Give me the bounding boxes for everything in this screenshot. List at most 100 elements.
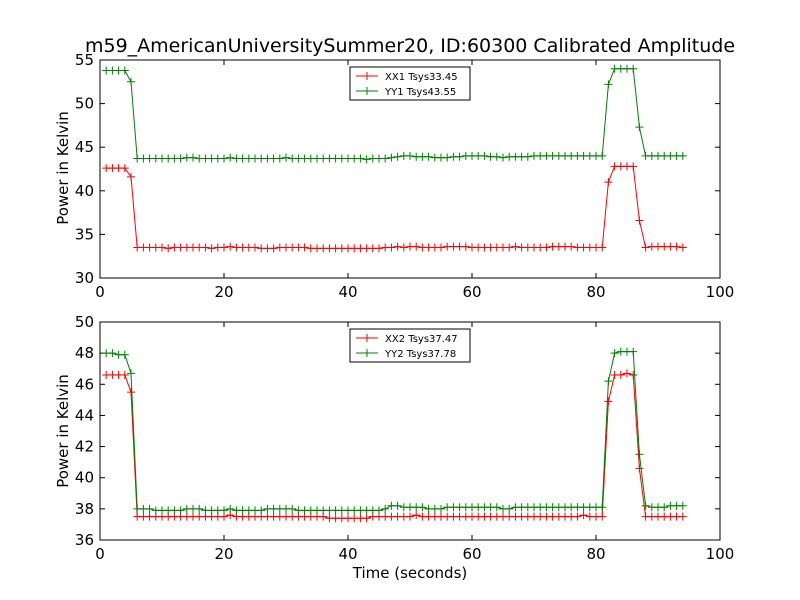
legend-swatch-marker [363, 349, 371, 357]
data-point [195, 504, 204, 513]
data-point [635, 216, 644, 225]
top-x-tick-label: 100 [706, 283, 735, 301]
chart-title: m59_AmericanUniversitySummer20, ID:60300… [85, 35, 735, 57]
top-axes-frame [99, 59, 721, 279]
data-point [635, 464, 644, 473]
top-series-yy1 [102, 64, 687, 164]
data-point [120, 370, 129, 379]
legend-entry-label: XX2 Tsys37.47 [385, 334, 458, 345]
data-point [387, 243, 396, 252]
bottom-y-tick-label: 44 [75, 406, 94, 424]
data-point [226, 504, 235, 513]
data-point [499, 153, 507, 162]
data-point [635, 123, 644, 132]
data-point [598, 151, 607, 160]
data-point [598, 243, 607, 252]
bottom-x-tick-label: 60 [462, 545, 481, 563]
data-point [437, 243, 445, 252]
data-point [189, 153, 197, 162]
data-point [629, 162, 638, 171]
data-point [629, 370, 638, 379]
top-y-axis-label: Power in Kelvin [54, 111, 72, 225]
data-point [300, 243, 309, 252]
data-point [220, 506, 228, 515]
legend-swatch-marker [363, 87, 371, 95]
data-point [604, 80, 613, 89]
data-point [424, 152, 433, 161]
data-point [164, 244, 173, 253]
data-point [201, 243, 210, 252]
data-point [176, 154, 185, 163]
bottom-axes-frame [99, 321, 721, 541]
top-y-tick-label: 40 [75, 182, 94, 200]
data-point [220, 243, 228, 252]
legend-box [349, 66, 471, 101]
top-x-tick-label: 60 [462, 283, 481, 301]
data-point [505, 504, 514, 513]
data-point [492, 503, 501, 512]
legend-swatch-marker [363, 334, 371, 342]
bottom-y-tick-label: 36 [75, 531, 94, 549]
data-point [567, 242, 576, 251]
legend-entry-label: XX1 Tsys33.45 [385, 72, 458, 83]
top-y-tick-label: 50 [75, 95, 94, 113]
data-point [641, 501, 650, 510]
data-point [511, 242, 520, 251]
bottom-y-tick-label: 50 [75, 313, 94, 331]
legend-entry-label: YY2 Tsys37.78 [384, 349, 456, 360]
top-y-tick-label: 35 [75, 225, 94, 243]
data-point [641, 243, 650, 252]
top-x-tick-label: 80 [586, 283, 605, 301]
bottom-x-tick-label: 100 [706, 545, 735, 563]
data-point [629, 64, 638, 73]
data-point [127, 388, 135, 397]
data-point [672, 242, 681, 251]
data-point [616, 370, 625, 379]
data-point [573, 512, 582, 521]
data-point [158, 243, 166, 252]
data-point [375, 244, 383, 253]
data-point [120, 350, 129, 359]
data-point [480, 151, 489, 160]
top-y-tick-label: 55 [75, 51, 94, 69]
data-point [375, 506, 383, 515]
bottom-x-tick-label: 80 [586, 545, 605, 563]
bottom-x-tick-label: 0 [95, 545, 105, 563]
data-point [635, 450, 644, 459]
data-point [275, 154, 284, 163]
legend-swatch-marker [363, 72, 371, 80]
bottom-y-axis-label: Power in Kelvin [54, 374, 72, 488]
data-point [461, 242, 470, 251]
data-point [406, 151, 414, 160]
legend-entry-label: YY1 Tsys43.55 [384, 87, 456, 98]
top-legend: XX1 Tsys33.45 YY1 Tsys43.55 [349, 66, 471, 101]
data-point [412, 242, 421, 251]
top-series-xx1 [102, 162, 687, 253]
data-point [492, 152, 501, 161]
bottom-y-tick-label: 38 [75, 500, 94, 518]
data-point [629, 347, 638, 356]
bottom-y-tick-label: 42 [75, 438, 94, 456]
data-point [356, 154, 365, 163]
top-x-tick-label: 0 [95, 283, 105, 301]
data-point [127, 77, 135, 86]
data-point [678, 243, 687, 252]
data-point [393, 152, 402, 161]
data-point [610, 349, 619, 358]
data-point [207, 244, 216, 253]
data-point [399, 243, 408, 252]
data-point [505, 243, 514, 252]
data-point [523, 152, 532, 161]
data-point [288, 504, 297, 513]
top-x-tick-label: 40 [338, 283, 357, 301]
data-point [678, 151, 687, 160]
data-point [598, 512, 607, 521]
data-point [437, 504, 445, 513]
data-point [412, 511, 421, 520]
data-point [604, 178, 613, 187]
data-point [678, 512, 687, 521]
bottom-y-tick-label: 48 [75, 344, 94, 362]
bottom-series-xx2 [102, 369, 687, 523]
data-point [393, 242, 402, 251]
data-point [455, 152, 464, 161]
